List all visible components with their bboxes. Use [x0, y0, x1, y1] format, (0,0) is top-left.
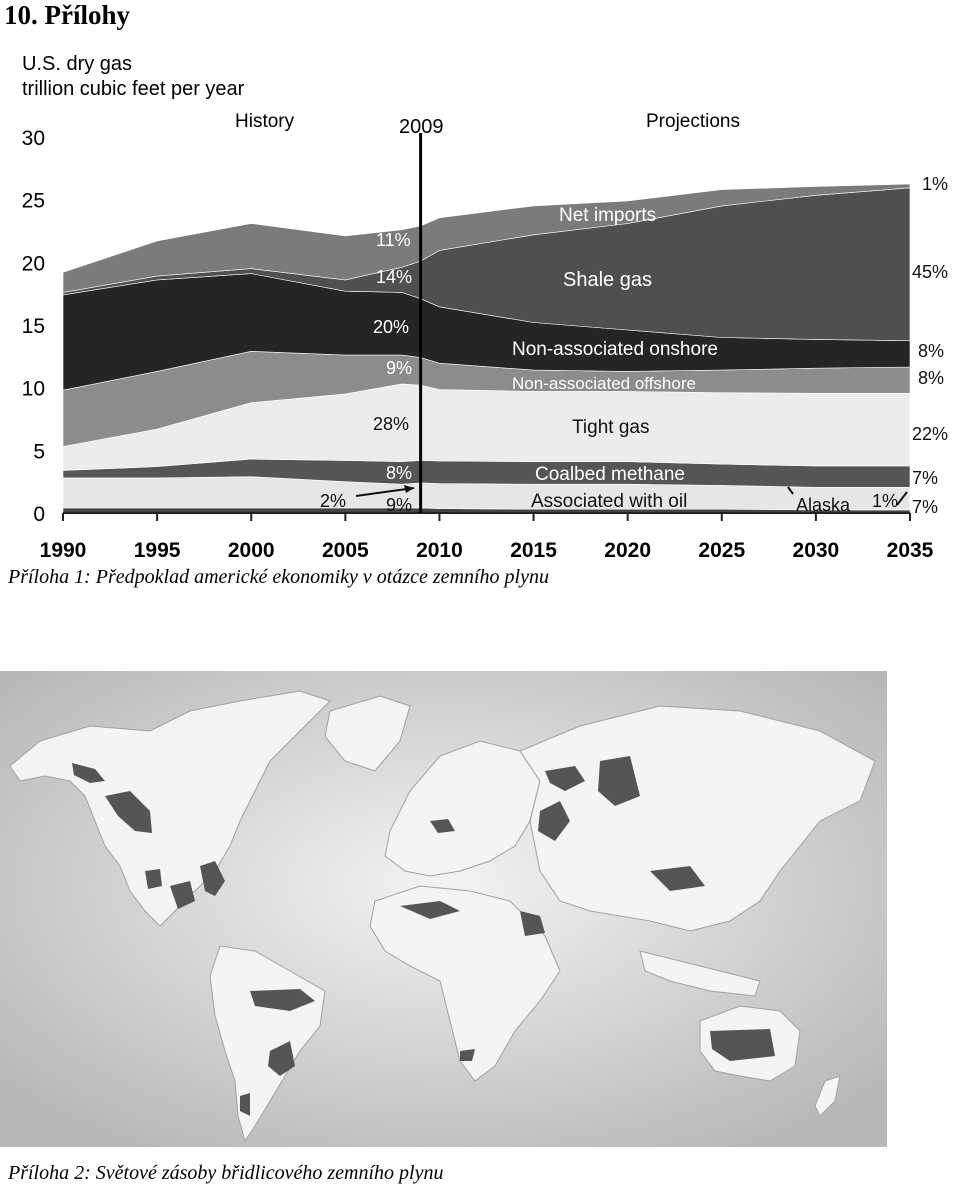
x-tick-label: 2015: [510, 539, 557, 562]
share-2009-associated: 9%: [386, 495, 412, 515]
area-label-offshore: Non-associated offshore: [512, 374, 696, 393]
y-tick-label: 15: [22, 315, 45, 338]
share-2035-onshore: 8%: [918, 341, 944, 361]
section-heading: 10. Přílohy: [4, 0, 130, 31]
area-label-alaska: Alaska: [796, 495, 851, 515]
share-2009-shale: 14%: [376, 267, 412, 287]
projections-label: Projections: [646, 111, 740, 132]
share-2009-offshore: 9%: [386, 358, 412, 378]
world-map-svg: [0, 671, 887, 1147]
area-label-associated: Associated with oil: [531, 491, 687, 512]
caption-2: Příloha 2: Světové zásoby břidlicového z…: [8, 1162, 443, 1185]
share-2035-tight: 22%: [912, 424, 948, 444]
x-tick-label: 2035: [887, 539, 934, 562]
x-tick-label: 2005: [322, 539, 369, 562]
share-2035-alaska: 1%: [872, 491, 898, 511]
chart-title-line1: U.S. dry gas: [22, 53, 132, 75]
deposit-us-central: [145, 869, 162, 889]
share-2009-alaska: 2%: [320, 491, 346, 511]
x-tick-label: 2030: [793, 539, 840, 562]
y-tick-label: 30: [22, 127, 45, 150]
share-2035-imports: 1%: [922, 174, 948, 194]
share-2009-tight: 28%: [373, 414, 409, 434]
caption-1: Příloha 1: Předpoklad americké ekonomiky…: [8, 566, 549, 589]
chart-title-line2: trillion cubic feet per year: [22, 78, 245, 100]
area-label-shale-gas: Shale gas: [563, 269, 652, 291]
share-2035-shale: 45%: [912, 262, 948, 282]
y-tick-label: 25: [22, 190, 45, 213]
x-tick-label: 2010: [416, 539, 463, 562]
chart-areas: [63, 184, 910, 513]
share-2009-onshore: 20%: [373, 317, 409, 337]
area-label-tight-gas: Tight gas: [572, 417, 649, 438]
world-map: [0, 671, 887, 1147]
area-label-onshore: Non-associated onshore: [512, 339, 718, 360]
x-tick-label: 2000: [228, 539, 275, 562]
gas-chart: 0 5 10 15 20 25 30 1990 1995 2000 2005 2010 2015 2020…: [0, 44, 960, 568]
x-tick-label: 2025: [698, 539, 745, 562]
x-tick-label: 1995: [134, 539, 181, 562]
y-tick-label: 5: [33, 440, 45, 463]
area-label-net-imports: Net imports: [559, 205, 656, 226]
area-label-coalbed: Coalbed methane: [535, 464, 685, 485]
share-2035-offshore: 8%: [918, 368, 944, 388]
share-2035-associated: 7%: [912, 497, 938, 517]
x-tick-label: 2020: [604, 539, 651, 562]
x-tick-label: 1990: [40, 539, 87, 562]
marker-year-label: 2009: [399, 116, 444, 138]
share-2009-coalbed: 8%: [386, 463, 412, 483]
y-tick-label: 20: [22, 252, 45, 275]
y-tick-label: 0: [33, 503, 45, 526]
y-tick-label: 10: [22, 378, 45, 401]
share-2035-coalbed: 7%: [912, 468, 938, 488]
history-label: History: [235, 111, 295, 132]
share-2009-imports: 11%: [376, 230, 411, 250]
